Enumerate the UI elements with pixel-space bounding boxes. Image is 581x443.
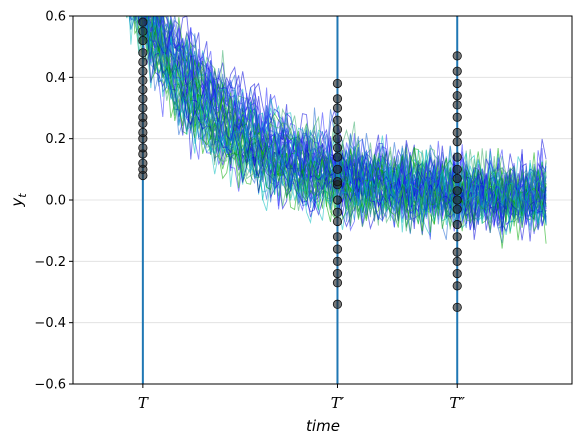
sample-marker [452,219,462,230]
sample-marker [332,268,343,279]
sample-marker [138,158,148,168]
sample-marker [452,164,462,174]
sample-marker [332,164,343,174]
series-line [128,16,547,235]
y-tick-label: −0.6 [34,378,66,393]
sample-marker [452,302,462,312]
sample-marker [452,152,462,162]
sample-marker [332,177,343,187]
sample-marker [332,278,343,288]
series-line [126,16,547,225]
sample-marker [138,17,148,27]
sample-marker [332,207,343,217]
sample-marker [332,244,343,254]
sample-marker [138,94,148,104]
sample-marker [452,78,462,89]
y-axis-label-sub: t [16,193,29,198]
sample-marker [332,134,343,144]
sample-marker [452,281,462,291]
y-tick-label: −0.4 [34,316,66,331]
sample-marker [332,256,343,266]
sample-marker [138,66,148,76]
sample-marker [332,115,343,125]
series-line [147,16,547,230]
sample-marker [332,124,343,135]
sample-marker [332,195,343,205]
sample-marker [332,152,343,162]
sample-marker [138,35,148,46]
y-tick-label: −0.2 [34,255,66,270]
sample-marker [452,204,462,214]
sample-marker [138,103,148,113]
sample-marker [452,186,462,196]
sample-marker [138,26,148,36]
series-line [134,16,547,234]
y-axis: −0.6 −0.4 −0.2 0.0 0.2 0.4 0.6 [34,10,73,393]
sample-marker [332,143,343,153]
sample-marker [332,78,343,89]
y-tick-label: 0.4 [45,71,66,86]
sample-marker [138,85,148,95]
sample-marker [452,91,462,101]
sample-marker [452,195,462,205]
sample-marker [138,127,148,138]
x-axis: T T′ T″ [138,384,465,412]
sample-marker [452,173,462,184]
series-line [148,16,547,232]
sample-marker [332,94,343,104]
sample-marker [138,48,148,58]
sample-marker [452,66,462,76]
y-axis-label: yt [8,193,29,208]
y-axis-label-main: y [8,197,26,208]
sample-marker [138,112,148,122]
sample-marker [452,112,462,122]
y-tick-label: 0.0 [45,194,66,209]
sample-marker [332,216,343,227]
sample-marker [452,256,462,266]
sample-marker [138,57,148,67]
sample-marker [452,51,462,61]
sample-marker [452,247,462,257]
y-tick-label: 0.2 [45,132,66,147]
sample-marker [332,103,343,113]
sample-marker [332,299,343,309]
x-axis-label: time [306,417,340,435]
sample-markers [138,17,462,312]
y-tick-label: 0.6 [45,10,66,25]
sample-marker [452,232,462,242]
sample-marker [452,100,462,110]
sample-marker [452,268,462,279]
x-tick-label: T′ [331,394,345,412]
x-tick-label: T″ [449,394,465,412]
sample-marker [452,137,462,147]
series-group [126,16,547,249]
sample-marker [138,143,148,153]
sample-marker [138,75,148,86]
sample-marker [332,232,343,242]
sample-marker [452,127,462,138]
x-tick-label: T [138,394,149,412]
series-line [156,16,547,212]
